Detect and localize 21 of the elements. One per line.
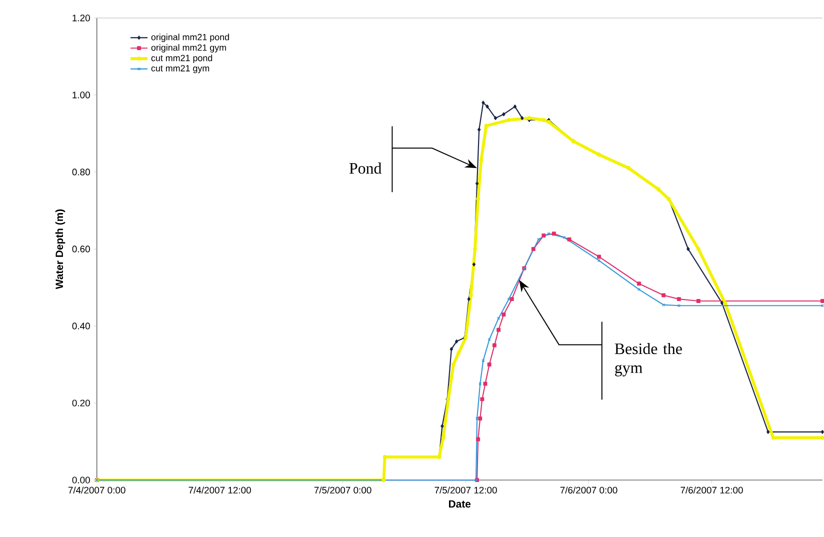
x-tick-label: 7/4/2007 0:00: [68, 486, 126, 494]
y-tick-label: 1.20: [72, 14, 90, 22]
y-tick-label: 0.60: [72, 246, 90, 252]
y-tick-label: 1.00: [72, 92, 90, 98]
annotation: Pond: [349, 162, 382, 174]
legend-label: original mm21 pond: [151, 34, 229, 42]
x-tick-label: 7/5/2007 0:00: [314, 486, 372, 494]
y-tick-label: 0.20: [72, 400, 90, 406]
y-tick-label: 0.80: [72, 168, 90, 176]
x-axis-title: Date: [449, 500, 471, 508]
annotation: Beside the gym: [614, 342, 682, 376]
legend-label: cut mm21 pond: [151, 54, 212, 63]
y-tick-label: 0.00: [72, 476, 90, 484]
x-tick-label: 7/5/2007 12:00: [434, 486, 497, 494]
x-tick-label: 7/4/2007 12:00: [188, 486, 251, 494]
legend-label: original mm21 gym: [151, 44, 226, 53]
x-tick-label: 7/6/2007 0:00: [560, 486, 618, 494]
legend-label: cut mm21 gym: [151, 65, 210, 74]
y-tick-label: 0.40: [72, 322, 90, 330]
x-tick-label: 7/6/2007 12:00: [680, 486, 743, 494]
y-axis-title: Water Depth (m): [55, 209, 66, 290]
